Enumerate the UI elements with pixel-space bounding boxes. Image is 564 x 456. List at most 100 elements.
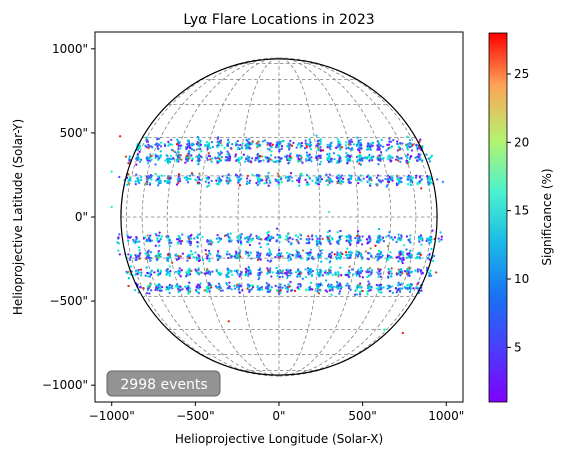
flare-point [277, 236, 281, 240]
flare-point [379, 250, 382, 254]
flare-point [138, 150, 141, 154]
colorbar: 5 10 15 20 25 Significance (%) [488, 32, 554, 403]
flare-point [337, 275, 340, 278]
flare-point [318, 174, 322, 178]
flare-point [184, 161, 187, 164]
flare-point [163, 144, 167, 147]
flare-point [239, 177, 243, 180]
flare-point [358, 144, 361, 147]
x-tick-label: −500" [176, 409, 214, 423]
flare-point [238, 291, 241, 294]
flare-point [223, 146, 226, 150]
flare-point [316, 272, 319, 276]
flare-point [401, 331, 404, 335]
flare-point [349, 288, 352, 291]
flare-point [226, 155, 230, 159]
flare-point [208, 290, 211, 293]
flare-point [204, 249, 207, 252]
flare-point [407, 267, 410, 270]
flare-point [194, 288, 198, 292]
flare-point [357, 181, 360, 185]
flare-point [240, 243, 243, 246]
flare-point [256, 288, 260, 291]
flare-point [217, 183, 220, 186]
flare-point [174, 151, 177, 154]
flare-point [236, 257, 240, 260]
flare-point [219, 273, 222, 276]
flare-point [265, 286, 268, 289]
flare-point [400, 259, 403, 263]
flare-point [327, 255, 331, 258]
flare-point [186, 285, 189, 288]
flare-point [374, 244, 377, 247]
flare-point [167, 285, 170, 288]
flare-point [265, 178, 268, 181]
flare-point [282, 139, 285, 143]
flare-point [228, 153, 231, 157]
flare-point [240, 156, 244, 159]
flare-point [340, 174, 343, 177]
flare-point [397, 233, 400, 236]
flare-point [256, 285, 259, 289]
flare-point [396, 255, 399, 258]
flare-point [268, 290, 271, 294]
flare-point [216, 252, 220, 255]
flare-point [365, 238, 369, 241]
flare-point [210, 160, 213, 163]
flare-point [172, 156, 175, 160]
flare-point [406, 274, 410, 277]
flare-point [320, 178, 324, 181]
flare-point [304, 139, 307, 142]
flare-point [194, 251, 197, 254]
flare-point [328, 158, 331, 161]
flare-point [290, 144, 294, 147]
flare-point [306, 155, 310, 158]
flare-point [197, 259, 201, 263]
flare-point [237, 180, 240, 183]
flare-point [245, 146, 249, 149]
flare-point [406, 162, 409, 165]
flare-point [371, 141, 375, 144]
flare-point [417, 252, 420, 255]
flare-point [247, 137, 251, 141]
flare-point [135, 173, 138, 176]
flare-point [428, 253, 431, 256]
grid-meridian [278, 57, 433, 377]
flare-point [255, 156, 258, 160]
flare-point [336, 251, 339, 254]
flare-point [407, 160, 411, 163]
flare-point [269, 158, 272, 161]
flare-point [407, 183, 410, 186]
flare-point [307, 235, 310, 238]
flare-point [139, 286, 143, 289]
flare-point [190, 159, 194, 162]
flare-point [389, 140, 393, 143]
flare-point [234, 250, 238, 253]
flare-point [386, 174, 390, 177]
flare-point [283, 272, 287, 275]
flare-point [298, 251, 301, 255]
flare-point [255, 142, 259, 145]
flare-point [334, 271, 337, 274]
flare-point [406, 284, 409, 287]
flare-point [409, 266, 412, 270]
flare-point [296, 179, 299, 182]
flare-point [248, 290, 251, 294]
flare-point [245, 177, 249, 180]
flare-point [188, 177, 191, 181]
flare-point [358, 284, 361, 287]
flare-point [345, 151, 348, 155]
flare-point [177, 271, 180, 275]
flare-point [168, 274, 171, 277]
flare-point [405, 256, 409, 260]
flare-point [295, 154, 299, 157]
flare-point [421, 159, 424, 162]
flare-point [409, 271, 412, 274]
flare-point [206, 271, 210, 274]
flare-point [289, 171, 293, 175]
flare-point [270, 159, 274, 162]
flare-point [228, 268, 231, 272]
flare-point [308, 270, 311, 273]
flare-point [394, 158, 398, 161]
flare-point [118, 253, 121, 256]
